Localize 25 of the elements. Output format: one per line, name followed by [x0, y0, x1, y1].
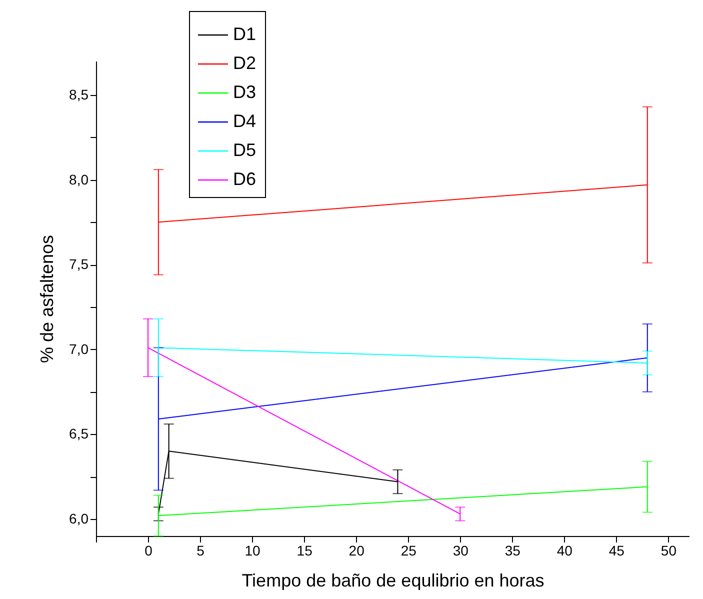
- legend-label: D6: [233, 169, 256, 189]
- x-tick-label: 20: [348, 542, 365, 558]
- x-tick-label: 40: [556, 542, 573, 558]
- x-tick-label: 35: [504, 542, 521, 558]
- legend-label: D3: [233, 82, 256, 102]
- y-tick-label: 7,5: [69, 256, 89, 272]
- y-tick-label: 6,0: [69, 510, 89, 527]
- x-tick-label: 25: [400, 542, 417, 558]
- y-tick-label: 8,5: [69, 86, 89, 102]
- y-axis-title: % de asfaltenos: [37, 234, 58, 364]
- x-tick-label: 30: [452, 542, 469, 558]
- x-tick-label: 10: [244, 542, 261, 558]
- x-tick-label: 45: [608, 542, 625, 558]
- legend-label: D2: [233, 53, 256, 73]
- legend-label: D5: [233, 140, 256, 160]
- legend-label: D4: [233, 111, 256, 131]
- x-tick-label: 0: [144, 542, 153, 558]
- x-tick-label: 15: [296, 542, 313, 558]
- x-tick-label: 50: [660, 542, 677, 558]
- x-tick-label: 5: [196, 542, 205, 558]
- legend-label: D1: [233, 24, 256, 44]
- x-axis-title: Tiempo de baño de equlibrio en horas: [242, 570, 544, 590]
- y-tick-label: 8,0: [69, 171, 89, 188]
- y-tick-label: 7,0: [69, 340, 89, 357]
- y-tick-label: 6,5: [69, 426, 89, 442]
